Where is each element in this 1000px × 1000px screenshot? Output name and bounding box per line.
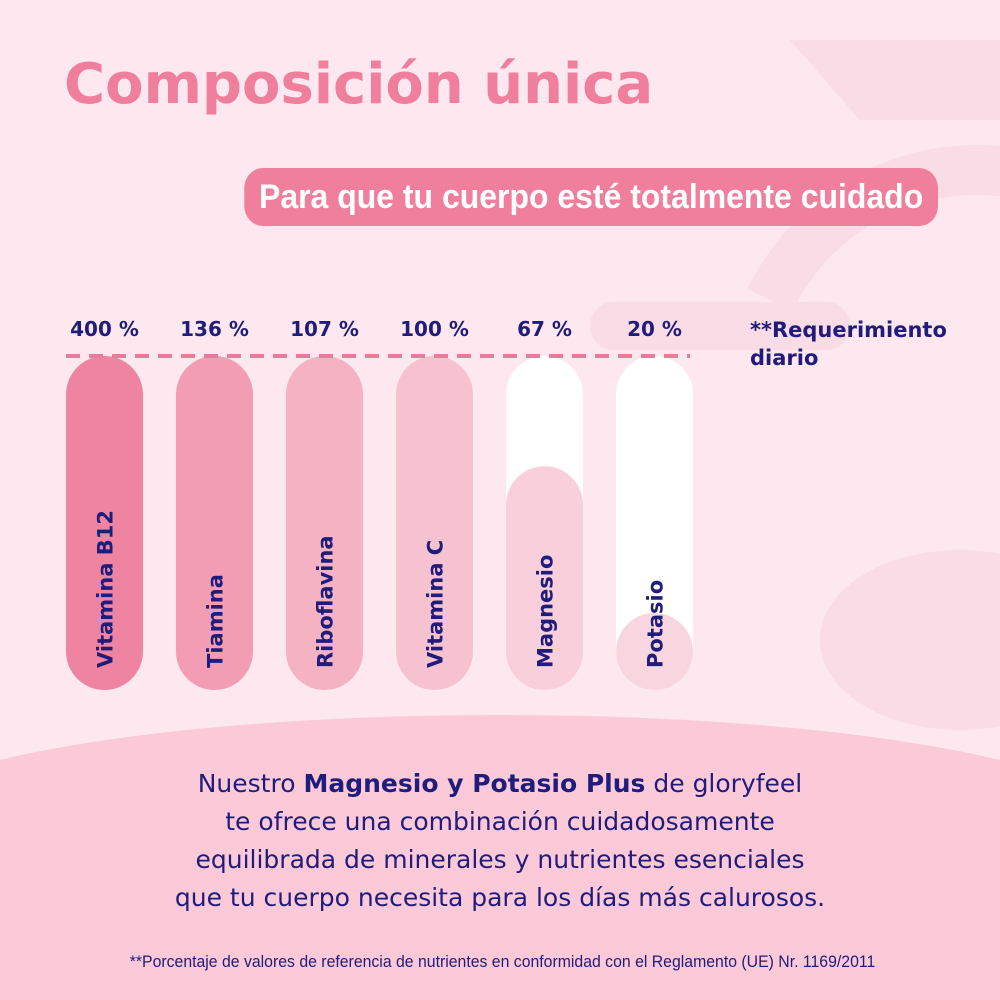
category-label: Riboflavina [314,535,338,668]
value-label: 136 % [180,317,249,341]
value-label: 107 % [290,317,359,341]
value-label: 400 % [70,317,139,341]
legend-line-2: diario [750,346,819,370]
page-title: Composición única [64,52,654,117]
category-label: Vitamina C [424,540,448,668]
bar-vitamina-b12 [66,356,143,690]
description-line-1: Nuestro Magnesio y Potasio Plus de glory… [50,765,950,803]
category-label: Vitamina B12 [94,510,118,668]
category-label: Magnesio [534,555,558,668]
subtitle-banner: Para que tu cuerpo esté totalmente cuida… [244,168,938,226]
nutrient-bar-chart: 400 % Vitamina B12 136 % Tiamina 107 % Ribofl… [66,317,693,690]
description-line-3: equilibrada de minerales y nutrientes es… [195,845,805,874]
bar-riboflavina [286,356,363,690]
description-text: Nuestro Magnesio y Potasio Plus de glory… [50,765,950,917]
bar-magnesio [506,466,583,690]
bar-vitamina-c [396,356,473,690]
category-label: Potasio [644,580,668,668]
value-label: 20 % [627,317,682,341]
value-label: 100 % [400,317,469,341]
category-label: Tiamina [204,574,228,668]
value-label: 67 % [517,317,572,341]
footnote: **Porcentaje de valores de referencia de… [129,952,876,971]
description-part-2: de gloryfeel [645,769,803,798]
chart-legend: **Requerimiento diario [750,316,990,372]
legend-line-1: **Requerimiento [750,318,947,342]
bar-potasio [616,613,693,690]
description-line-2: te ofrece una combinación cuidadosamente [225,807,775,836]
description-line-4: que tu cuerpo necesita para los días más… [174,883,826,912]
bottom-panel [0,715,1000,1000]
bar-tiamina [176,356,253,690]
bar-track [616,356,693,690]
product-name: Magnesio y Potasio Plus [303,769,646,798]
description-part-1: Nuestro [197,769,304,798]
